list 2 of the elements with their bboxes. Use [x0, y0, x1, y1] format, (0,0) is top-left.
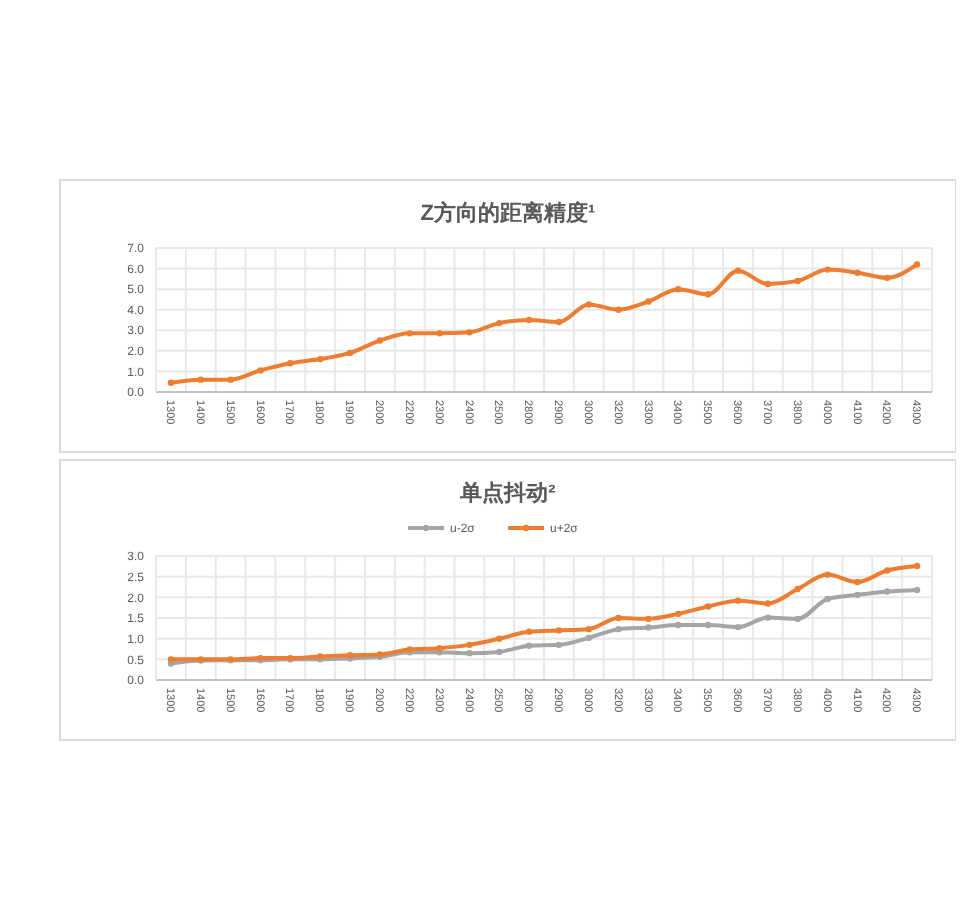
chart-title: Z方向的距离精度¹ — [420, 200, 597, 226]
chart-title: 单点抖动² — [458, 480, 557, 506]
